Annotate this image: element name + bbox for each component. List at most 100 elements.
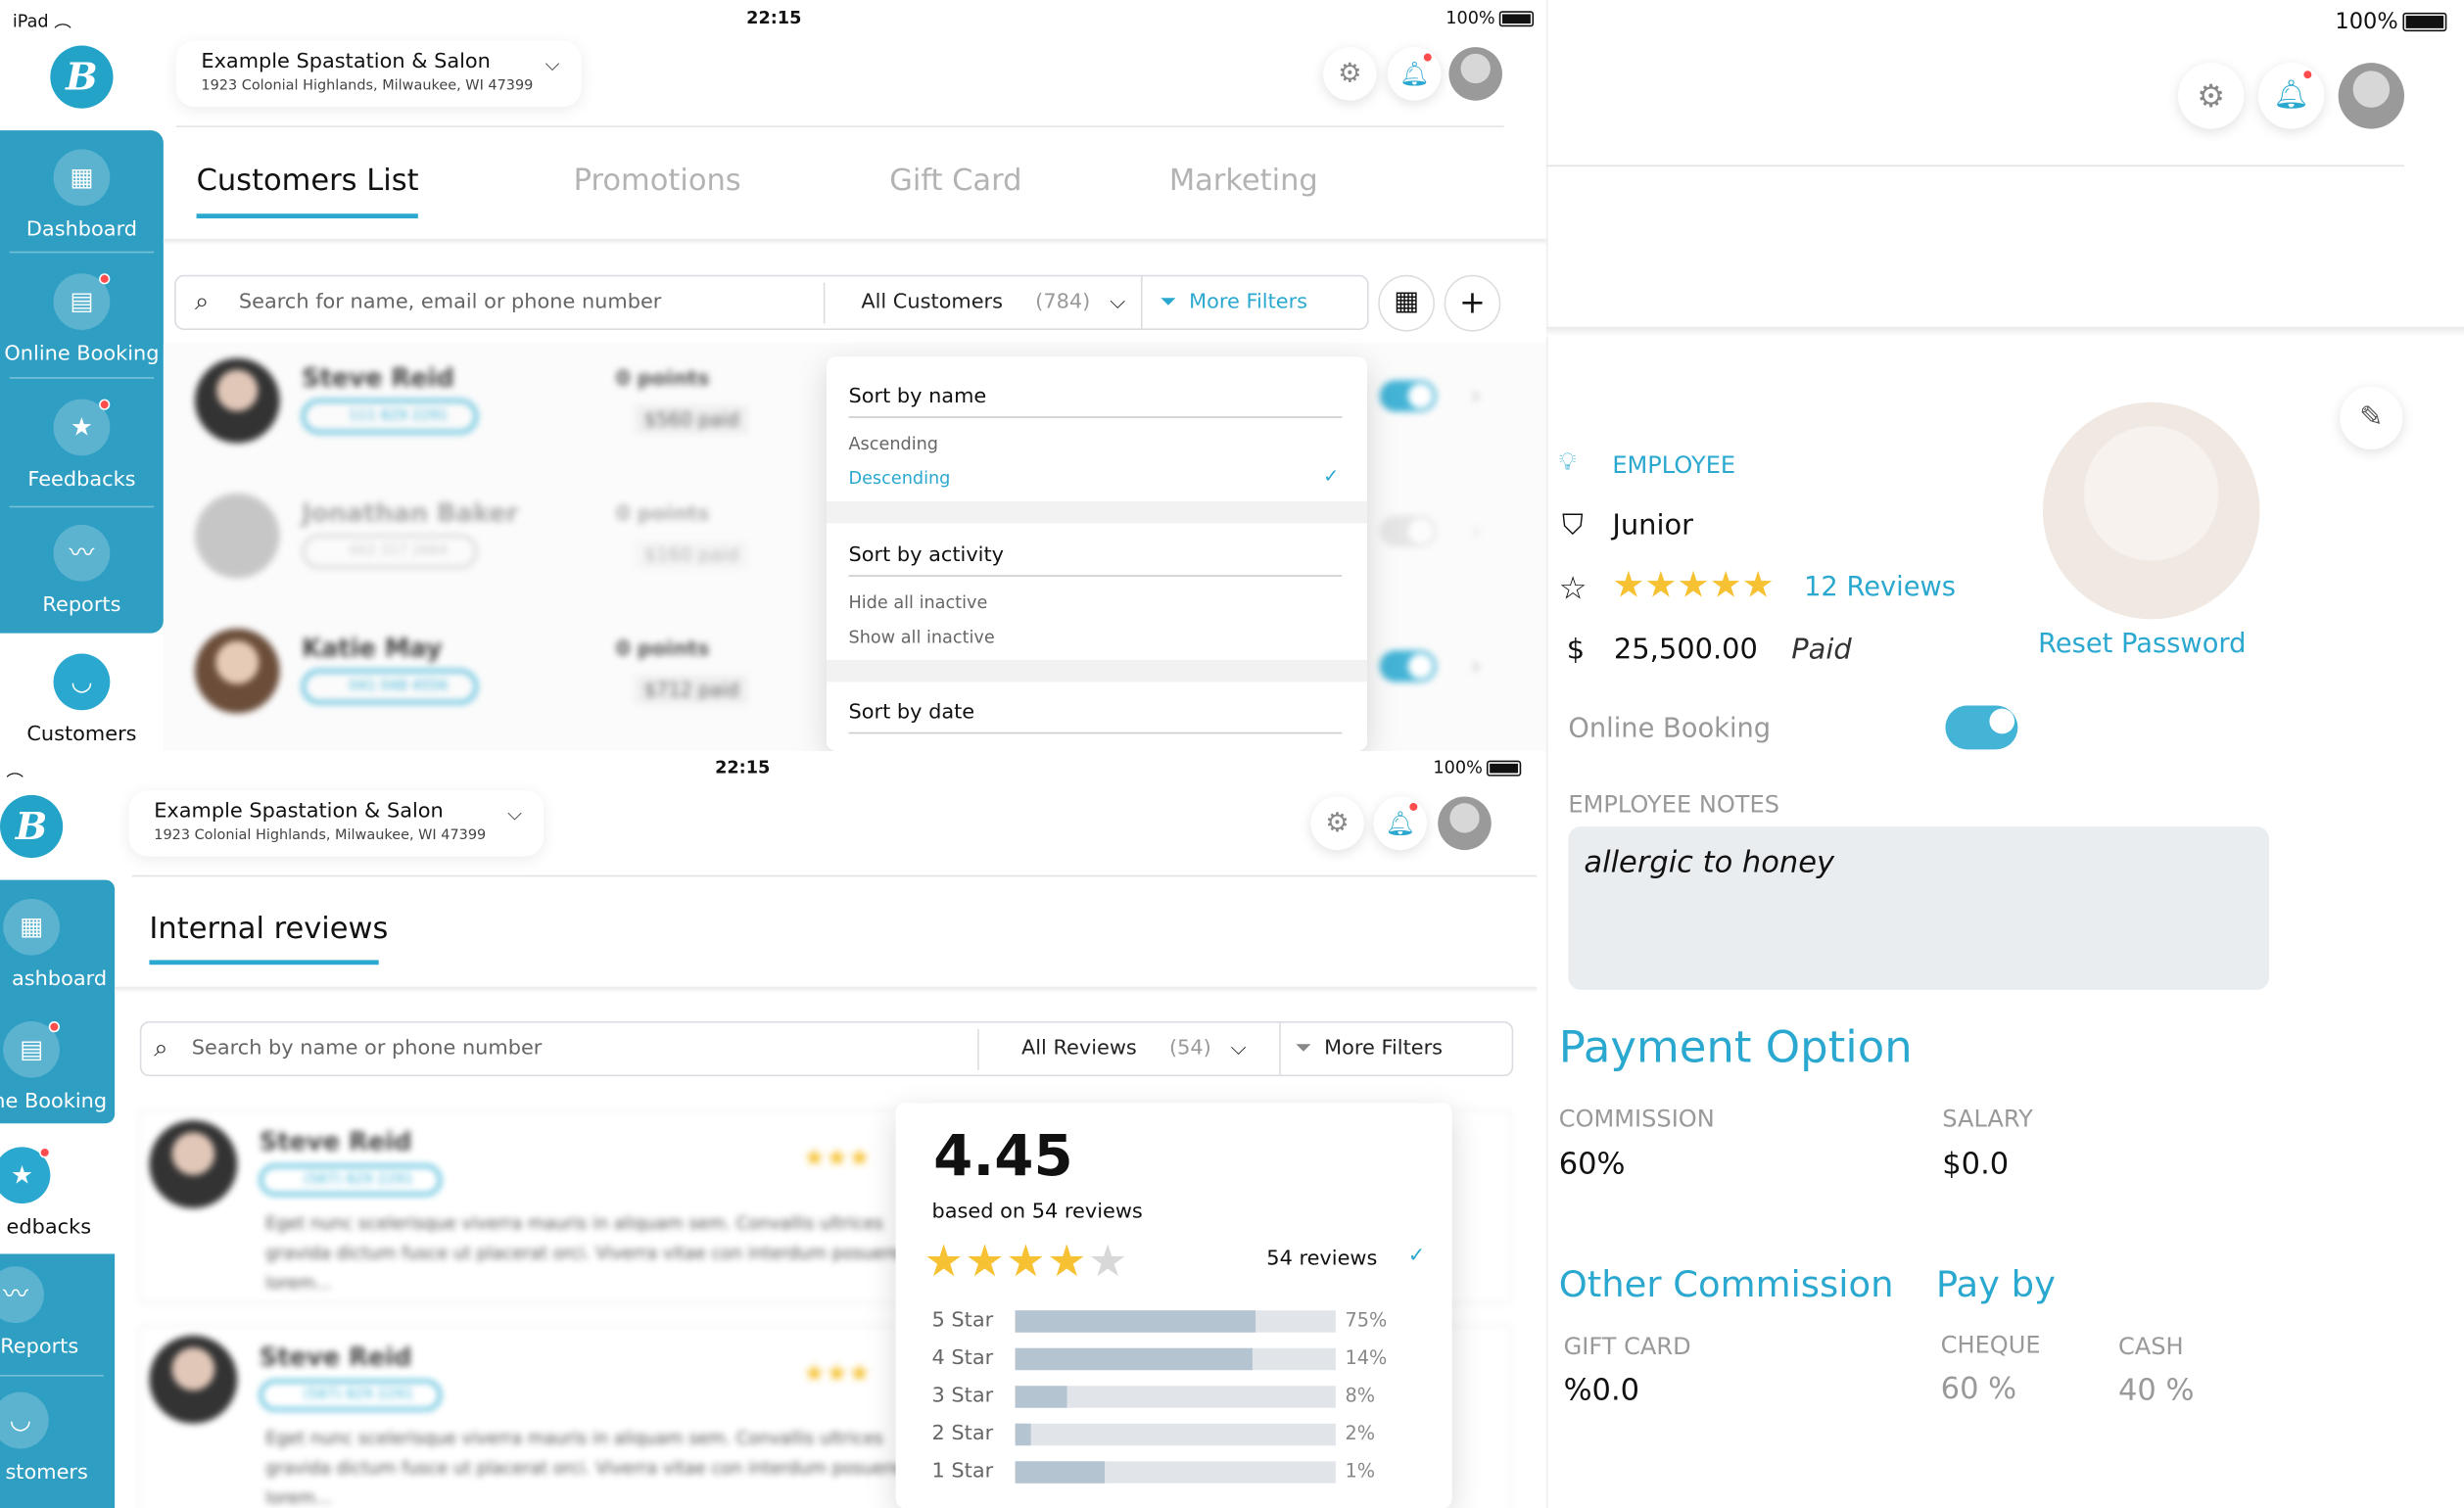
rating-row-percent: 8% [1345, 1384, 1376, 1407]
customer-phone: 002 317 2664 [302, 534, 478, 569]
customer-active-toggle[interactable] [1379, 515, 1437, 547]
status-time: 22:15 [715, 757, 771, 778]
notifications-button[interactable]: 🔔︎ [2257, 63, 2325, 129]
tab-customers-list[interactable]: Customers List [196, 163, 419, 199]
sort-descending-option[interactable]: Descending [848, 468, 951, 490]
add-customer-button[interactable]: + [1444, 274, 1501, 332]
hide-inactive-option[interactable]: Hide all inactive [848, 591, 988, 613]
rating-row-label: 1 Star [931, 1459, 994, 1484]
nav-label: Reports [0, 1335, 79, 1359]
notification-dot [99, 399, 111, 410]
table-row[interactable]: Jonathan Baker 002 317 2664 0 points $16… [194, 493, 1499, 582]
grid-view-button[interactable]: ▦ [1378, 274, 1435, 332]
settings-button[interactable]: ⚙ [2177, 63, 2245, 129]
user-avatar[interactable] [1448, 47, 1502, 101]
search-input[interactable]: Search for name, email or phone number [238, 290, 662, 314]
customer-active-toggle[interactable] [1379, 380, 1437, 412]
notification-dot [1422, 51, 1434, 64]
logo-icon: B [50, 45, 114, 109]
battery-icon [1487, 760, 1522, 777]
customer-phone: 111 829 2291 [302, 399, 478, 434]
tab-gift-card[interactable]: Gift Card [889, 163, 1022, 199]
rating-row-label: 3 Star [931, 1384, 994, 1408]
battery-percent: 100% [1445, 8, 1495, 28]
calendar-icon: ▤ [3, 1020, 60, 1078]
notifications-button[interactable]: 🔔︎ [1373, 796, 1427, 851]
edit-button[interactable]: ✎ [2340, 386, 2403, 449]
review-text: Eget nunc scelerisque viverra mauris in … [265, 1428, 902, 1508]
nav-customers[interactable]: ◡ Customers [0, 653, 164, 747]
title-underline [149, 960, 379, 966]
star-outline-icon: ☆ [1558, 568, 1587, 607]
settings-button[interactable]: ⚙ [1323, 47, 1377, 101]
gear-icon: ⚙ [1325, 807, 1350, 839]
grid-icon: ▦ [3, 898, 60, 956]
rating-bar-fill [1015, 1461, 1106, 1484]
location-selector[interactable]: Example Spastation & Salon 1923 Colonial… [128, 790, 545, 857]
cheque-label: CHEQUE [1940, 1331, 2041, 1359]
customer-avatar [194, 357, 280, 444]
nav-online-booking[interactable]: ▤ ne Booking [0, 1020, 110, 1114]
nav-feedbacks[interactable]: ★ edbacks [0, 1147, 91, 1240]
logo-icon: B [0, 794, 64, 859]
employee-notes-text: allergic to honey [1584, 845, 1835, 880]
star-empty-icon: ★ [1088, 1235, 1129, 1288]
sidebar [0, 879, 116, 1124]
table-row[interactable]: Steve Reid 111 829 2291 0 points $560 pa… [194, 357, 1499, 447]
table-row[interactable]: Katie May 041 048 4556 0 points $712 pai… [194, 628, 1499, 717]
review-stars: ★★★ [802, 1142, 871, 1173]
nav-label: Customers [26, 723, 137, 747]
nav-online-booking[interactable]: ▤ Online Booking [0, 273, 164, 366]
reviewer-avatar [149, 1335, 238, 1424]
nav-label: Reports [42, 593, 121, 618]
notifications-button[interactable]: 🔔︎ [1387, 47, 1442, 101]
based-on-text: based on 54 reviews [931, 1200, 1143, 1224]
nav-reports[interactable]: 〰 Reports [0, 524, 164, 618]
notification-dot [99, 273, 111, 285]
nav-customers[interactable]: ◡ stomers [0, 1391, 88, 1485]
settings-button[interactable]: ⚙ [1310, 796, 1364, 851]
tab-promotions[interactable]: Promotions [573, 163, 741, 199]
more-filters-button[interactable]: ⏷ More Filters [1160, 291, 1307, 314]
more-filters-button[interactable]: ⏷ More Filters [1295, 1037, 1443, 1060]
rating-bar-fill [1015, 1386, 1066, 1408]
rating-stars: ★★★★★ [924, 1235, 1129, 1287]
employee-notes-field[interactable]: allergic to honey [1568, 826, 2270, 990]
nav-dashboard[interactable]: ▦ Dashboard [0, 149, 164, 242]
nav-feedbacks[interactable]: ★ Feedbacks [0, 399, 164, 492]
search-input[interactable]: Search by name or phone number [191, 1037, 543, 1061]
battery-percent: 100% [2335, 9, 2398, 35]
reset-password-link[interactable]: Reset Password [2038, 628, 2247, 660]
review-filter-select[interactable]: All Reviews (54) ⌵ [1021, 1037, 1247, 1060]
title-shadow [115, 986, 1538, 994]
salary-value: $0.0 [1942, 1147, 2010, 1182]
user-avatar[interactable] [2338, 63, 2405, 129]
notification-dot [1407, 801, 1419, 813]
employee-reviews-link[interactable]: 12 Reviews [1804, 572, 1956, 604]
nav-dashboard[interactable]: ▦ ashboard [0, 898, 110, 992]
tab-marketing[interactable]: Marketing [1168, 163, 1318, 199]
user-avatar[interactable] [1438, 796, 1492, 851]
online-booking-toggle[interactable] [1945, 705, 2018, 750]
page-title: Internal reviews [149, 911, 389, 946]
employee-amount: 25,500.00 [1613, 633, 1758, 667]
nav-reports[interactable]: 〰 Reports [0, 1266, 78, 1359]
nav-label: stomers [5, 1461, 88, 1485]
pay-by-title: Pay by [1935, 1264, 2056, 1306]
customer-filter-select[interactable]: All Customers (784) ⌵ [861, 291, 1125, 314]
funnel-icon: ⏷ [1295, 1037, 1311, 1061]
gear-icon: ⚙ [2197, 76, 2226, 116]
customer-active-toggle[interactable] [1379, 650, 1437, 683]
search-divider [823, 282, 826, 324]
sort-ascending-option[interactable]: Ascending [848, 433, 939, 454]
header-divider [131, 874, 1538, 877]
gift-card-label: GIFT CARD [1563, 1332, 1691, 1361]
nav-divider [9, 251, 155, 254]
show-inactive-option[interactable]: Show all inactive [848, 627, 995, 648]
customer-points: 0 points [616, 502, 710, 527]
reviewer-name: Steve Reid [259, 1126, 412, 1156]
location-address: 1923 Colonial Highlands, Milwaukee, WI 4… [154, 827, 487, 844]
rating-bar-fill [1015, 1347, 1253, 1371]
tabs-shadow [163, 238, 1546, 246]
location-selector[interactable]: Example Spastation & Salon 1923 Colonial… [175, 40, 582, 108]
